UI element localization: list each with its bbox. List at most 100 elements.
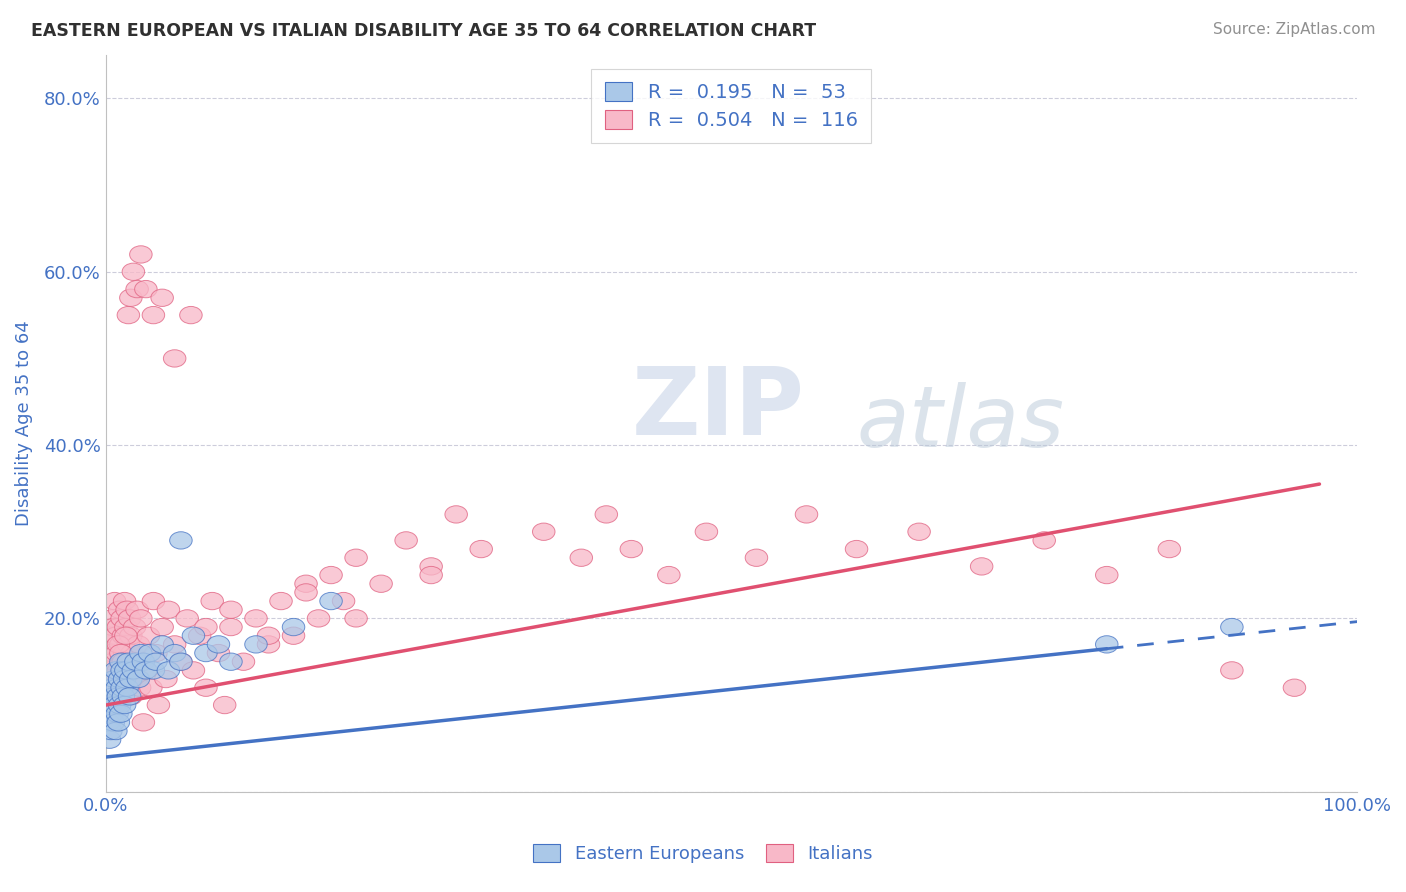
- Ellipse shape: [104, 592, 127, 610]
- Ellipse shape: [1033, 532, 1056, 549]
- Ellipse shape: [420, 558, 443, 575]
- Ellipse shape: [112, 688, 135, 705]
- Ellipse shape: [101, 679, 124, 697]
- Ellipse shape: [127, 671, 149, 688]
- Ellipse shape: [257, 636, 280, 653]
- Ellipse shape: [98, 662, 121, 679]
- Ellipse shape: [219, 618, 242, 636]
- Ellipse shape: [142, 592, 165, 610]
- Ellipse shape: [344, 549, 367, 566]
- Ellipse shape: [695, 523, 717, 541]
- Ellipse shape: [155, 671, 177, 688]
- Ellipse shape: [103, 714, 125, 731]
- Ellipse shape: [163, 636, 186, 653]
- Ellipse shape: [115, 662, 138, 679]
- Ellipse shape: [131, 653, 153, 671]
- Ellipse shape: [295, 575, 318, 592]
- Ellipse shape: [214, 697, 236, 714]
- Ellipse shape: [219, 653, 242, 671]
- Ellipse shape: [620, 541, 643, 558]
- Ellipse shape: [796, 506, 818, 523]
- Ellipse shape: [103, 618, 125, 636]
- Ellipse shape: [194, 644, 217, 662]
- Ellipse shape: [308, 610, 330, 627]
- Ellipse shape: [105, 679, 128, 697]
- Ellipse shape: [104, 671, 127, 688]
- Ellipse shape: [107, 714, 129, 731]
- Ellipse shape: [108, 601, 131, 618]
- Ellipse shape: [142, 662, 165, 679]
- Ellipse shape: [117, 679, 139, 697]
- Ellipse shape: [118, 653, 141, 671]
- Ellipse shape: [110, 644, 132, 662]
- Ellipse shape: [163, 350, 186, 368]
- Ellipse shape: [112, 627, 135, 644]
- Ellipse shape: [183, 662, 205, 679]
- Ellipse shape: [533, 523, 555, 541]
- Ellipse shape: [112, 688, 135, 705]
- Ellipse shape: [319, 566, 342, 583]
- Ellipse shape: [135, 662, 157, 679]
- Ellipse shape: [125, 653, 148, 671]
- Ellipse shape: [104, 627, 127, 644]
- Ellipse shape: [157, 601, 180, 618]
- Ellipse shape: [138, 627, 160, 644]
- Ellipse shape: [110, 636, 132, 653]
- Ellipse shape: [114, 671, 136, 688]
- Ellipse shape: [470, 541, 492, 558]
- Ellipse shape: [207, 636, 229, 653]
- Text: atlas: atlas: [856, 382, 1064, 465]
- Ellipse shape: [129, 246, 152, 263]
- Ellipse shape: [115, 627, 138, 644]
- Ellipse shape: [115, 671, 138, 688]
- Ellipse shape: [97, 636, 120, 653]
- Ellipse shape: [115, 662, 138, 679]
- Ellipse shape: [100, 679, 122, 697]
- Ellipse shape: [135, 280, 157, 298]
- Ellipse shape: [108, 679, 131, 697]
- Ellipse shape: [170, 653, 193, 671]
- Ellipse shape: [118, 688, 141, 705]
- Legend: R =  0.195   N =  53, R =  0.504   N =  116: R = 0.195 N = 53, R = 0.504 N = 116: [592, 69, 872, 144]
- Text: EASTERN EUROPEAN VS ITALIAN DISABILITY AGE 35 TO 64 CORRELATION CHART: EASTERN EUROPEAN VS ITALIAN DISABILITY A…: [31, 22, 815, 40]
- Ellipse shape: [127, 636, 149, 653]
- Ellipse shape: [135, 662, 157, 679]
- Ellipse shape: [150, 289, 173, 307]
- Ellipse shape: [176, 610, 198, 627]
- Ellipse shape: [105, 644, 128, 662]
- Ellipse shape: [115, 618, 138, 636]
- Ellipse shape: [107, 662, 129, 679]
- Ellipse shape: [194, 618, 217, 636]
- Ellipse shape: [97, 714, 120, 731]
- Ellipse shape: [444, 506, 467, 523]
- Ellipse shape: [283, 627, 305, 644]
- Ellipse shape: [150, 636, 173, 653]
- Ellipse shape: [232, 653, 254, 671]
- Ellipse shape: [111, 662, 134, 679]
- Ellipse shape: [107, 688, 129, 705]
- Ellipse shape: [114, 592, 136, 610]
- Ellipse shape: [104, 688, 127, 705]
- Ellipse shape: [245, 610, 267, 627]
- Ellipse shape: [117, 653, 139, 671]
- Ellipse shape: [219, 601, 242, 618]
- Ellipse shape: [111, 679, 134, 697]
- Ellipse shape: [745, 549, 768, 566]
- Ellipse shape: [142, 307, 165, 324]
- Ellipse shape: [114, 644, 136, 662]
- Ellipse shape: [103, 688, 125, 705]
- Ellipse shape: [270, 592, 292, 610]
- Ellipse shape: [332, 592, 354, 610]
- Ellipse shape: [120, 688, 142, 705]
- Ellipse shape: [110, 671, 132, 688]
- Ellipse shape: [170, 532, 193, 549]
- Ellipse shape: [122, 662, 145, 679]
- Ellipse shape: [370, 575, 392, 592]
- Ellipse shape: [101, 705, 124, 723]
- Ellipse shape: [112, 653, 135, 671]
- Ellipse shape: [194, 679, 217, 697]
- Ellipse shape: [122, 662, 145, 679]
- Ellipse shape: [148, 697, 170, 714]
- Ellipse shape: [115, 679, 138, 697]
- Ellipse shape: [107, 636, 129, 653]
